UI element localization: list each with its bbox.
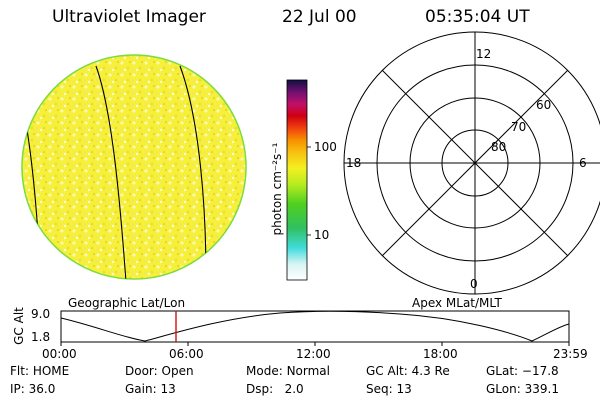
lat-label-80: 80 [491,140,507,154]
panel-label-apex: Apex MLat/MLT [412,296,502,310]
status-flt: Flt: HOME [10,364,70,378]
panel-label-geographic: Geographic Lat/Lon [68,296,186,310]
status-gcalt-value: 4.3 Re [411,364,450,378]
altitude-xtick-0000: 00:00 [42,347,77,361]
colorbar-tick-10: 10 [314,228,330,242]
lat-label-60: 60 [536,98,552,112]
meridian-line [95,65,127,279]
status-glat-value: −17.8 [521,364,559,378]
status-gcalt: GC Alt: 4.3 Re [366,364,450,378]
altitude-xtick-0600: 06:00 [169,347,204,361]
status-gain: Gain: 13 [125,382,176,396]
status-glat: GLat: −17.8 [486,364,559,378]
status-glon: GLon: 339.1 [486,382,559,396]
x-ticks [60,342,570,346]
status-mode: Mode: Normal [246,364,330,378]
lat-label-70: 70 [511,120,527,134]
mlt-label-18: 18 [346,156,362,170]
altitude-xtick-1200: 12:00 [296,347,331,361]
status-dsp-value: 2.0 [284,382,304,396]
status-ip: IP: 36.0 [10,382,56,396]
date-label: 22 Jul 00 [282,7,357,27]
status-door-value: Open [161,364,194,378]
status-door: Door: Open [125,364,194,378]
time-label: 05:35:04 UT [425,7,530,27]
altitude-ylabel: GC Alt [12,307,26,345]
status-ip-value: 36.0 [28,382,56,396]
mlt-label-6: 6 [579,156,587,170]
altitude-plot-frame [60,310,570,343]
polar-grid [343,31,600,295]
status-gain-value: 13 [160,382,176,396]
status-seq-value: 13 [396,382,412,396]
instrument-title: Ultraviolet Imager [52,7,206,27]
altitude-ytick-low: 1.8 [31,330,51,344]
altitude-curve [60,310,570,342]
meridian-line [179,65,207,277]
status-glon-value: 339.1 [524,382,559,396]
altitude-ytick-high: 9.0 [31,307,51,321]
mlt-label-0: 0 [470,277,478,291]
colorbar [286,79,308,281]
status-flt-value: HOME [32,364,70,378]
status-seq: Seq: 13 [366,382,412,396]
colorbar-tick-100: 100 [314,140,337,154]
altitude-xtick-1800: 18:00 [423,347,458,361]
altitude-xtick-2359: 23:59 [553,347,588,361]
status-mode-value: Normal [286,364,330,378]
mlt-label-12: 12 [476,47,492,61]
earth-disk [21,54,247,280]
status-dsp: Dsp: 2.0 [246,382,304,396]
colorbar-unit-label: photon cm⁻²s⁻¹ [270,142,284,236]
